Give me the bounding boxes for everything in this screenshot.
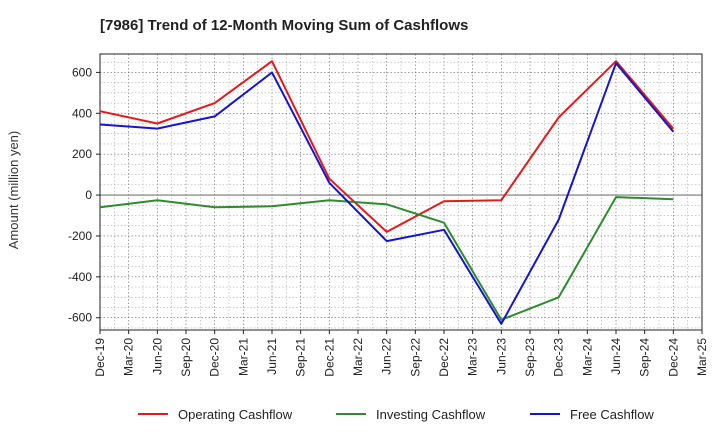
- x-tick-label: Sep-22: [408, 338, 422, 377]
- x-tick-label: Jun-21: [265, 338, 279, 375]
- x-tick-label: Jun-23: [494, 338, 508, 375]
- y-axis-title: Amount (million yen): [6, 131, 21, 250]
- x-tick-label: Dec-22: [437, 338, 451, 377]
- y-tick-label: 0: [85, 188, 92, 202]
- y-tick-label: -600: [68, 311, 92, 325]
- series-line: [99, 62, 675, 325]
- y-tick-label: 400: [72, 106, 92, 120]
- x-tick-label: Mar-25: [695, 338, 709, 376]
- legend-label: Investing Cashflow: [376, 407, 486, 422]
- x-tick-label: Sep-21: [294, 338, 308, 377]
- plot-area: -600 -400 -200 0 200 400 600 Dec-19 Mar-20 Jun-20…: [68, 53, 709, 377]
- chart-title: [7986] Trend of 12-Month Moving Sum of C…: [100, 17, 468, 34]
- legend: Operating Cashflow Investing Cashflow Free…: [138, 407, 654, 422]
- legend-label: Operating Cashflow: [178, 407, 293, 422]
- y-tick-label: 200: [72, 147, 92, 161]
- x-tick-label: Jun-22: [380, 338, 394, 375]
- x-tick-label: Dec-19: [93, 338, 107, 377]
- x-tick-label: Mar-23: [466, 338, 480, 376]
- x-tick-label: Mar-22: [351, 338, 365, 376]
- legend-item: Free Cashflow: [530, 407, 654, 422]
- x-tick-label: Mar-24: [580, 338, 594, 376]
- y-tick-label: 600: [72, 65, 92, 79]
- x-tick-label: Sep-20: [179, 338, 193, 377]
- x-tick-label: Mar-21: [236, 338, 250, 376]
- x-tick-label: Dec-24: [666, 338, 680, 377]
- series-line: [99, 60, 675, 233]
- x-tick-label: Jun-20: [150, 338, 164, 375]
- x-tick-label: Dec-23: [552, 338, 566, 377]
- x-tick-label: Dec-21: [322, 338, 336, 377]
- x-tick-label: Sep-23: [523, 338, 537, 377]
- x-tick-label: Jun-24: [609, 338, 623, 375]
- x-tick-label: Dec-20: [208, 338, 222, 377]
- series-line: [99, 196, 674, 321]
- x-tick-label: Mar-20: [122, 338, 136, 376]
- y-tick-label: -200: [68, 229, 92, 243]
- y-tick-label: -400: [68, 270, 92, 284]
- legend-item: Operating Cashflow: [138, 407, 293, 422]
- x-tick-label: Sep-24: [638, 338, 652, 377]
- legend-label: Free Cashflow: [570, 407, 654, 422]
- legend-item: Investing Cashflow: [336, 407, 486, 422]
- plot-frame: [99, 53, 703, 331]
